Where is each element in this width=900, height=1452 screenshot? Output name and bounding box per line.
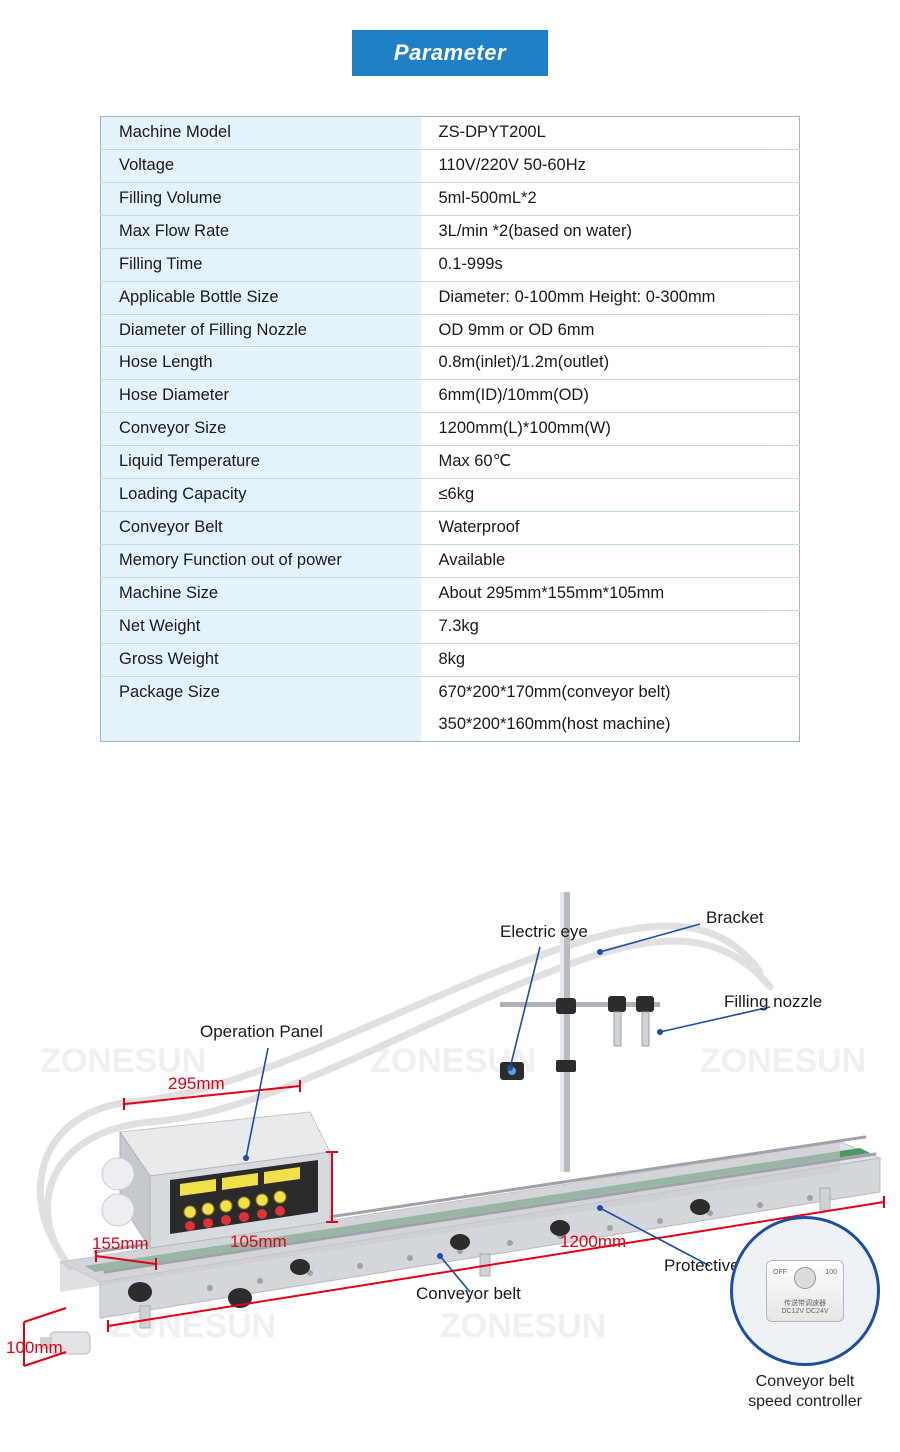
- svg-text:ZONESUN: ZONESUN: [700, 1042, 866, 1080]
- param-key: Loading Capacity: [101, 479, 421, 512]
- param-key: Applicable Bottle Size: [101, 281, 421, 314]
- param-value: OD 9mm or OD 6mm: [421, 314, 800, 347]
- dim-100: 100mm: [6, 1338, 63, 1358]
- param-value: 670*200*170mm(conveyor belt): [421, 676, 800, 708]
- label-operation-panel: Operation Panel: [200, 1022, 323, 1042]
- param-key: Voltage: [101, 149, 421, 182]
- param-value: 6mm(ID)/10mm(OD): [421, 380, 800, 413]
- machine-diagram: ZONESUN ZONESUN ZONESUN ZONESUN ZONESUN: [0, 852, 900, 1412]
- dim-1200: 1200mm: [560, 1232, 626, 1252]
- param-key: [101, 709, 421, 741]
- label-filling-nozzle: Filling nozzle: [724, 992, 822, 1012]
- section-title: Parameter: [0, 30, 900, 76]
- section-title-text: Parameter: [352, 30, 548, 76]
- param-value: 5ml-500mL*2: [421, 182, 800, 215]
- param-key: Liquid Temperature: [101, 446, 421, 479]
- controller-caption: Conveyor beltspeed controller: [730, 1372, 880, 1412]
- param-value: Waterproof: [421, 512, 800, 545]
- param-key: Package Size: [101, 676, 421, 708]
- param-key: Hose Length: [101, 347, 421, 380]
- param-key: Filling Time: [101, 248, 421, 281]
- param-value: 3L/min *2(based on water): [421, 215, 800, 248]
- param-value: 0.8m(inlet)/1.2m(outlet): [421, 347, 800, 380]
- param-value: ≤6kg: [421, 479, 800, 512]
- param-key: Machine Model: [101, 117, 421, 150]
- param-value: 0.1-999s: [421, 248, 800, 281]
- param-value: Available: [421, 544, 800, 577]
- label-conveyor-belt: Conveyor belt: [416, 1284, 521, 1304]
- param-value: 8kg: [421, 643, 800, 676]
- dim-295: 295mm: [168, 1074, 225, 1094]
- param-value: ZS-DPYT200L: [421, 117, 800, 150]
- param-value: Max 60℃: [421, 446, 800, 479]
- param-key: Machine Size: [101, 577, 421, 610]
- param-key: Gross Weight: [101, 643, 421, 676]
- param-key: Conveyor Belt: [101, 512, 421, 545]
- param-value: 110V/220V 50-60Hz: [421, 149, 800, 182]
- parameter-table: Machine ModelZS-DPYT200LVoltage110V/220V…: [100, 116, 800, 742]
- dim-105: 105mm: [230, 1232, 287, 1252]
- param-key: Max Flow Rate: [101, 215, 421, 248]
- label-electric-eye: Electric eye: [500, 922, 588, 942]
- param-key: Hose Diameter: [101, 380, 421, 413]
- param-value: Diameter: 0-100mm Height: 0-300mm: [421, 281, 800, 314]
- param-value: About 295mm*155mm*105mm: [421, 577, 800, 610]
- controller-caption-l1: Conveyor beltspeed controller: [748, 1373, 862, 1410]
- param-key: Memory Function out of power: [101, 544, 421, 577]
- controller-image: 传送带调速器DC12V DC24V OFF 100: [730, 1216, 880, 1366]
- param-value: 7.3kg: [421, 610, 800, 643]
- svg-text:ZONESUN: ZONESUN: [440, 1307, 606, 1345]
- label-bracket: Bracket: [706, 908, 764, 928]
- param-key: Conveyor Size: [101, 413, 421, 446]
- param-value: 350*200*160mm(host machine): [421, 709, 800, 741]
- param-key: Diameter of Filling Nozzle: [101, 314, 421, 347]
- param-key: Filling Volume: [101, 182, 421, 215]
- param-value: 1200mm(L)*100mm(W): [421, 413, 800, 446]
- param-key: Net Weight: [101, 610, 421, 643]
- controller-inset: 传送带调速器DC12V DC24V OFF 100 Conveyor belts…: [730, 1216, 880, 1412]
- dim-155: 155mm: [92, 1234, 149, 1254]
